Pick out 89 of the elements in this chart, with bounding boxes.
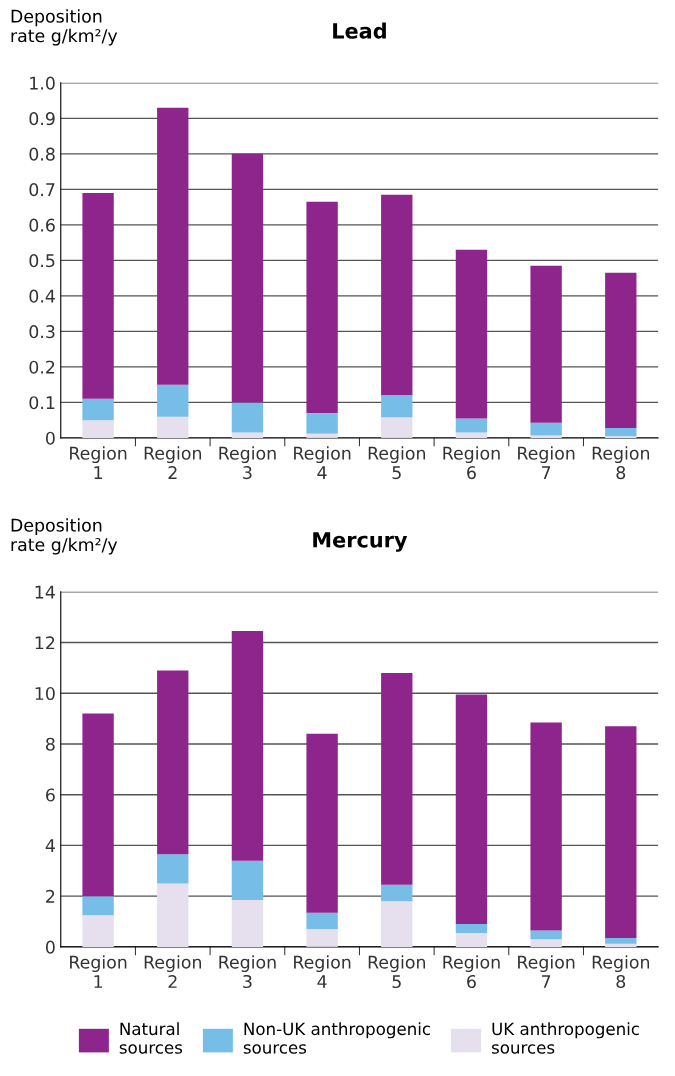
y-tick-label: 0.7 [29,183,55,197]
bar [455,924,488,933]
y-tick-label: 1.0 [30,76,55,90]
x-tick-label: Region 3 [219,446,276,480]
bar [605,938,637,944]
x-tick-label: Region 5 [368,955,426,989]
legend-label: Natural sources [119,1022,183,1054]
x-tick-label: Region 8 [592,955,650,989]
y-tick-label: 0.2 [29,360,55,374]
bar [605,272,637,428]
bar [231,432,264,438]
y-axis-title: Deposition rate g/km²/y [11,9,118,46]
bar [157,670,189,855]
bar [381,884,413,902]
x-tick-label: Region 4 [294,955,351,988]
bar [530,930,562,940]
y-tick-label: 0.8 [29,147,55,161]
y-tick-label: 10 [35,686,55,701]
x-tick-label: Region 2 [144,446,201,479]
y-tick-label: 8 [46,737,55,751]
y-tick-label: 6 [46,788,55,802]
bar [530,435,562,438]
x-tick-label: Region 1 [70,446,127,479]
bar [157,384,189,417]
y-tick-label: 0.3 [29,325,55,339]
bar [82,896,114,916]
bar [455,432,488,438]
y-tick-label: 0.1 [29,396,55,410]
x-tick-label: Region 7 [518,446,575,479]
bar [530,939,562,947]
bar [157,107,189,385]
bar [306,433,338,438]
bar [605,943,637,947]
y-tick-label: 12 [35,636,55,650]
bar [306,929,338,947]
y-tick-label: 0.6 [29,218,55,232]
bar [381,672,413,885]
bar [306,413,338,434]
bar [455,418,488,433]
chart-title: Lead [333,22,386,39]
bar [455,932,488,947]
bar [455,694,488,925]
y-tick-label: 0 [45,431,55,445]
bar [455,249,488,419]
y-tick-label: 0.5 [29,254,55,268]
bar [82,398,114,421]
y-tick-label: 0.4 [29,289,55,303]
x-tick-label: Region 6 [443,955,500,989]
bar [605,427,637,437]
y-axis-title: Deposition rate g/km²/y [11,518,118,555]
y-tick-label: 0.9 [29,112,55,126]
y-tick-label: 14 [35,585,55,599]
bar [306,733,338,913]
bar [530,265,562,423]
x-tick-label: Region 8 [592,446,650,480]
bar [82,420,114,438]
x-tick-label: Region 5 [368,446,426,480]
legend-label: UK anthropogenic sources [491,1022,639,1054]
bar [82,713,114,897]
bar [157,854,189,884]
bar [306,201,338,414]
bar [157,883,189,947]
bar [530,422,562,436]
x-tick-label: Region 3 [219,955,276,989]
bar [381,417,413,438]
x-tick-label: Region 4 [294,446,351,479]
bar [530,722,562,931]
x-tick-label: Region 2 [144,955,201,988]
x-tick-label: Region 1 [70,955,127,988]
x-tick-label: Region 7 [518,955,575,988]
y-tick-label: 2 [46,889,55,903]
x-tick-label: Region 6 [443,446,500,480]
bar [231,402,264,433]
bar [381,901,413,947]
bar [231,153,264,403]
y-tick-label: 0 [45,940,55,954]
y-tick-label: 4 [45,839,55,853]
bar [381,395,413,418]
chart-title: Mercury [313,532,408,552]
bar [381,194,413,396]
bar [82,192,114,399]
bar [231,631,264,861]
bar [605,726,637,938]
bar [157,416,189,438]
bar [82,915,114,947]
bar [306,912,338,930]
legend-label: Non-UK anthropogenic sources [243,1022,431,1054]
bar [231,860,264,900]
bar [231,899,264,947]
